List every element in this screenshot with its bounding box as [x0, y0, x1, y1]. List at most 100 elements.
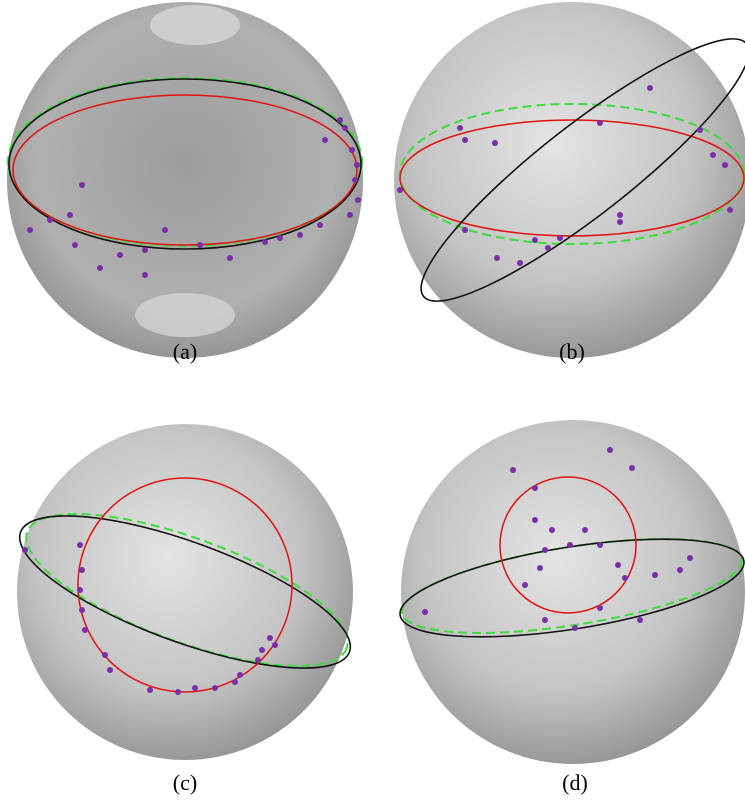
point	[557, 235, 563, 241]
point	[297, 232, 303, 238]
point	[542, 547, 548, 553]
points	[22, 542, 278, 695]
point	[272, 642, 278, 648]
point	[352, 177, 358, 183]
point	[79, 567, 85, 573]
point	[342, 125, 348, 131]
highlight	[135, 293, 235, 337]
point	[615, 562, 621, 568]
point	[227, 255, 233, 261]
point	[79, 607, 85, 613]
point	[597, 542, 603, 548]
sphere	[17, 424, 353, 760]
point	[142, 272, 148, 278]
point	[354, 162, 360, 168]
red-circle	[499, 476, 637, 614]
point	[47, 217, 53, 223]
point	[97, 265, 103, 271]
point	[597, 120, 603, 126]
point	[532, 517, 538, 523]
panel-d: (d)	[399, 420, 745, 795]
panel-c: (c)	[17, 424, 353, 795]
point	[647, 85, 653, 91]
point	[532, 237, 538, 243]
point	[349, 147, 355, 153]
points	[397, 85, 733, 266]
point	[142, 247, 148, 253]
point	[622, 575, 628, 581]
points	[27, 117, 361, 278]
point	[77, 542, 83, 548]
point	[72, 242, 78, 248]
black-circle	[399, 538, 745, 638]
point	[317, 222, 323, 228]
point	[629, 465, 635, 471]
point	[77, 587, 83, 593]
point	[197, 242, 203, 248]
point	[462, 137, 468, 143]
point	[79, 182, 85, 188]
point	[82, 627, 88, 633]
points	[422, 447, 693, 631]
point	[727, 207, 733, 213]
point	[322, 137, 328, 143]
panel-label: (c)	[173, 770, 197, 795]
point	[212, 685, 218, 691]
point	[192, 685, 198, 691]
point	[582, 527, 588, 533]
point	[355, 197, 361, 203]
point	[532, 485, 538, 491]
point	[567, 542, 573, 548]
point	[277, 235, 283, 241]
panel-label: (a)	[173, 339, 197, 364]
sphere	[394, 2, 745, 358]
point	[607, 447, 613, 453]
highlight	[150, 5, 240, 45]
point	[677, 567, 683, 573]
point	[22, 547, 28, 553]
point	[107, 667, 113, 673]
point	[537, 565, 543, 571]
point	[492, 140, 498, 146]
point	[422, 609, 428, 615]
point	[162, 227, 168, 233]
point	[549, 527, 555, 533]
point	[637, 617, 643, 623]
point	[652, 572, 658, 578]
point	[687, 555, 693, 561]
point	[147, 687, 153, 693]
point	[347, 212, 353, 218]
point	[255, 657, 261, 663]
black-circle	[420, 38, 745, 302]
point	[522, 582, 528, 588]
panel-label: (b)	[559, 339, 585, 364]
point	[232, 679, 238, 685]
point	[510, 467, 516, 473]
point	[102, 652, 108, 658]
point	[617, 212, 623, 218]
point	[710, 152, 716, 158]
black-circle	[18, 515, 352, 669]
point	[67, 212, 73, 218]
point	[175, 689, 181, 695]
panel-a: (a)	[7, 2, 363, 364]
point	[545, 245, 551, 251]
point	[722, 162, 728, 168]
panel-b: (b)	[394, 2, 745, 364]
point	[462, 227, 468, 233]
point	[494, 255, 500, 261]
point	[262, 239, 268, 245]
point	[572, 625, 578, 631]
red-circle	[12, 94, 358, 246]
point	[542, 617, 548, 623]
panel-label: (d)	[562, 770, 588, 795]
point	[117, 252, 123, 258]
point	[457, 125, 463, 131]
sphere	[401, 420, 745, 764]
point	[617, 219, 623, 225]
point	[259, 647, 265, 653]
point	[397, 187, 403, 193]
dashed-circle	[7, 77, 363, 247]
black-circle	[8, 78, 362, 250]
